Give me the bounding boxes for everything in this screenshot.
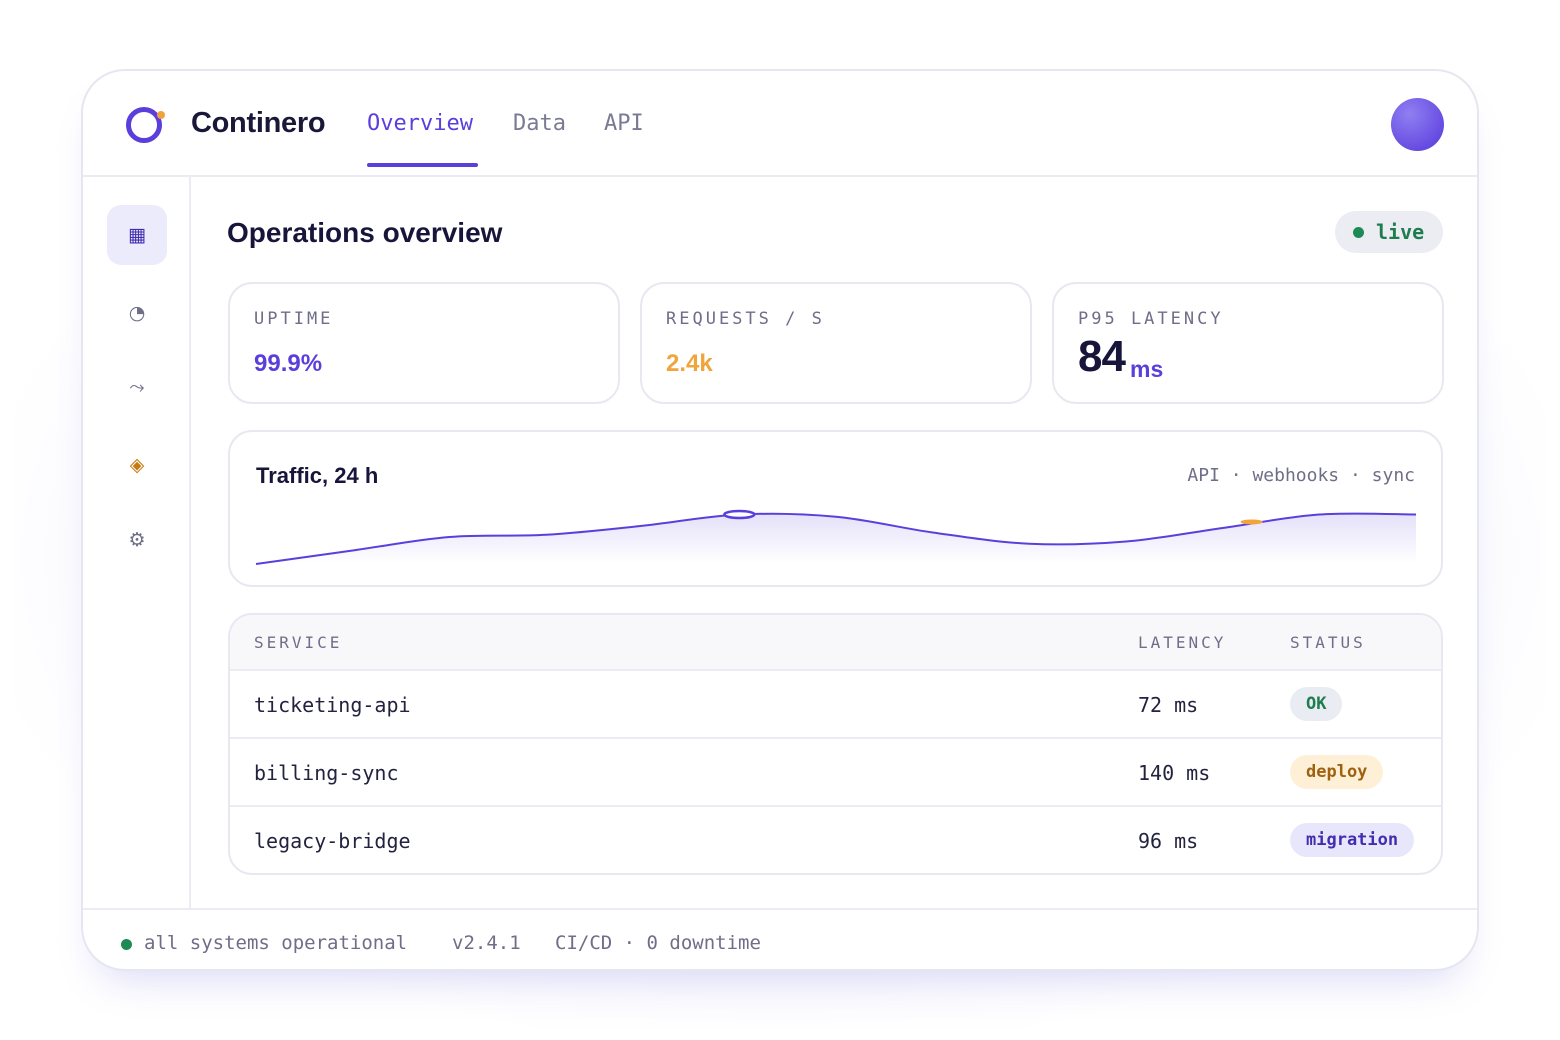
logo-accent-dot	[157, 111, 165, 119]
service-name: ticketing-api	[254, 693, 411, 717]
service-name: billing-sync	[254, 761, 399, 785]
tab-api[interactable]: API	[604, 111, 644, 136]
tab-data[interactable]: Data	[513, 111, 566, 136]
tab-overview[interactable]: Overview	[367, 111, 473, 136]
live-status-badge: live	[1335, 211, 1443, 253]
logo-icon	[126, 107, 165, 143]
chart-marker-point	[723, 509, 756, 520]
diamond-icon: ◈	[129, 454, 145, 476]
status-footer: all systems operational v2.4.1 CI/CD · 0…	[83, 908, 1477, 969]
brand-name: Continero	[191, 107, 326, 139]
sidebar-item-dashboard[interactable]: ▦	[107, 205, 167, 265]
version-label: v2.4.1	[452, 932, 521, 954]
stat-value: 84	[1078, 332, 1126, 381]
stat-card-uptime: UPTIME 99.9%	[228, 282, 620, 404]
column-header-status: STATUS	[1290, 633, 1366, 652]
page-title: Operations overview	[227, 217, 503, 248]
column-header-latency: LATENCY	[1138, 633, 1227, 652]
service-latency: 72 ms	[1138, 693, 1199, 717]
chart-marker-point	[1240, 519, 1263, 525]
column-header-service: SERVICE	[254, 633, 343, 652]
stat-label: REQUESTS / S	[666, 309, 825, 329]
pie-chart-icon: ◔	[128, 302, 146, 324]
services-table: SERVICE LATENCY STATUS ticketing-api 72 …	[228, 613, 1443, 875]
user-avatar[interactable]	[1391, 98, 1444, 151]
status-badge: OK	[1290, 687, 1343, 721]
stat-value: 2.4k	[666, 350, 713, 377]
table-row[interactable]: legacy-bridge 96 ms migration	[230, 807, 1441, 873]
stat-card-latency: P95 LATENCY 84 ms	[1052, 282, 1444, 404]
table-row[interactable]: ticketing-api 72 ms OK	[230, 671, 1441, 739]
sidebar-item-migrations[interactable]: ◈	[107, 435, 167, 495]
stat-value: 99.9%	[254, 350, 323, 377]
stat-card-requests: REQUESTS / S 2.4k	[640, 282, 1032, 404]
live-dot-icon	[1353, 226, 1364, 238]
service-latency: 140 ms	[1138, 761, 1211, 785]
service-latency: 96 ms	[1138, 829, 1199, 853]
stat-label: UPTIME	[254, 309, 334, 329]
table-row[interactable]: billing-sync 140 ms deploy	[230, 739, 1441, 807]
chart-legend: API · webhooks · sync	[1187, 465, 1415, 486]
traffic-chart-card: Traffic, 24 h API · webhooks · sync	[228, 430, 1443, 587]
system-status: all systems operational	[144, 932, 408, 954]
status-badge: migration	[1290, 823, 1415, 857]
settings-gear-icon: ⚙	[128, 529, 146, 551]
sidebar: ▦ ◔ ⤳ ◈ ⚙	[83, 177, 191, 908]
service-name: legacy-bridge	[254, 829, 411, 853]
flow-arrow-icon: ⤳	[129, 376, 145, 398]
sidebar-item-flows[interactable]: ⤳	[107, 357, 167, 417]
status-dot-icon	[121, 939, 132, 950]
traffic-chart	[255, 509, 1417, 565]
app-window: Continero Overview Data API ▦ ◔ ⤳ ◈ ⚙ Op…	[81, 69, 1479, 971]
pipeline-status: CI/CD · 0 downtime	[555, 932, 761, 954]
stat-label: P95 LATENCY	[1078, 309, 1224, 329]
status-badge: deploy	[1290, 755, 1384, 789]
sidebar-item-settings[interactable]: ⚙	[107, 510, 167, 570]
table-header: SERVICE LATENCY STATUS	[230, 615, 1441, 671]
traffic-series-line	[255, 512, 1417, 565]
live-label: live	[1376, 220, 1425, 244]
top-navigation-bar: Continero Overview Data API	[83, 71, 1477, 177]
stat-unit: ms	[1130, 356, 1164, 382]
chart-title: Traffic, 24 h	[256, 463, 379, 488]
dashboard-grid-icon: ▦	[128, 224, 146, 246]
active-tab-indicator	[367, 163, 478, 167]
traffic-area-fill	[256, 513, 1416, 564]
sidebar-item-analytics[interactable]: ◔	[107, 283, 167, 343]
